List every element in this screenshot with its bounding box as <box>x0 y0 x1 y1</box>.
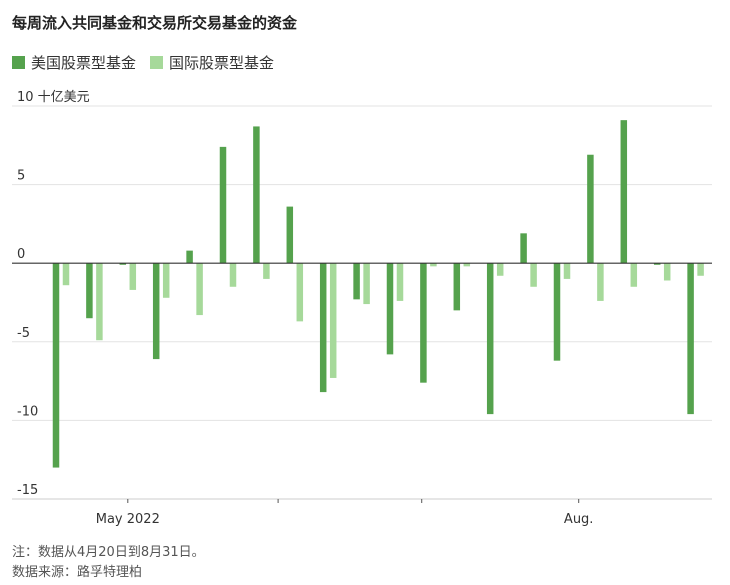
legend-label-us-equity: 美国股票型基金 <box>31 54 137 72</box>
legend-swatch-intl-equity <box>150 56 164 69</box>
y-tick-label: -15 <box>17 483 38 498</box>
y-tick-label: 0 <box>17 247 25 262</box>
bar-us-equity <box>86 263 93 319</box>
y-tick-label: -10 <box>17 404 38 419</box>
bar-intl-equity <box>62 263 70 286</box>
bar-us-equity <box>653 263 661 265</box>
bar-intl-equity <box>229 263 237 287</box>
bar-us-equity <box>553 263 561 361</box>
bar-us-equity <box>486 263 494 415</box>
x-tick-label: Aug. <box>564 512 594 527</box>
bar-us-equity <box>353 263 360 300</box>
chart-title: 每周流入共同基金和交易所交易基金的资金 <box>12 14 298 32</box>
bar-us-equity <box>453 263 461 311</box>
source-note: 数据来源：路孚特理柏 <box>12 565 143 580</box>
legend: 美国股票型基金 国际股票型基金 <box>12 52 288 73</box>
bar-intl-equity <box>597 263 604 301</box>
legend-label-intl-equity: 国际股票型基金 <box>169 54 275 72</box>
bar-chart: 10 十亿美元 5 0 -5 -10 -15 May 2022 Aug. <box>12 90 712 527</box>
bar-us-equity <box>119 263 127 265</box>
bar-us-equity <box>687 263 694 415</box>
bar-intl-equity <box>430 263 437 267</box>
y-tick-label: 5 <box>17 169 25 184</box>
legend-item-us-equity: 美国股票型基金 <box>12 52 136 73</box>
bar-us-equity <box>620 120 628 264</box>
bar-intl-equity <box>196 263 203 316</box>
bar-us-equity <box>587 154 594 264</box>
footnote: 注：数据从4月20日到8月31日。 <box>12 545 205 560</box>
bar-us-equity <box>152 263 160 360</box>
y-tick-label: 10 十亿美元 <box>17 90 90 105</box>
bar-intl-equity <box>697 263 704 276</box>
bar-intl-equity <box>96 263 103 341</box>
bar-intl-equity <box>663 263 671 281</box>
bar-us-equity <box>520 233 527 264</box>
bar-intl-equity <box>162 263 170 298</box>
bar-intl-equity <box>496 263 504 276</box>
bar-us-equity <box>253 126 260 264</box>
legend-item-intl-equity: 国际股票型基金 <box>150 52 274 73</box>
x-tick-label: May 2022 <box>96 512 160 527</box>
bar-us-equity <box>219 146 227 264</box>
bar-us-equity <box>186 250 193 264</box>
bar-intl-equity <box>296 263 304 322</box>
bar-intl-equity <box>263 263 270 279</box>
bar-us-equity <box>286 206 294 264</box>
bar-intl-equity <box>129 263 137 290</box>
bar-us-equity <box>386 263 394 355</box>
bar-intl-equity <box>530 263 537 287</box>
bar-us-equity <box>319 263 327 393</box>
legend-swatch-us-equity <box>12 56 25 69</box>
bar-intl-equity <box>329 263 337 378</box>
bar-intl-equity <box>463 263 471 267</box>
bar-intl-equity <box>396 263 404 301</box>
bar-us-equity <box>420 263 427 383</box>
bar-intl-equity <box>563 263 571 279</box>
bar-intl-equity <box>630 263 638 287</box>
bar-intl-equity <box>363 263 370 305</box>
bar-us-equity <box>52 263 60 468</box>
y-tick-label: -5 <box>17 326 30 341</box>
